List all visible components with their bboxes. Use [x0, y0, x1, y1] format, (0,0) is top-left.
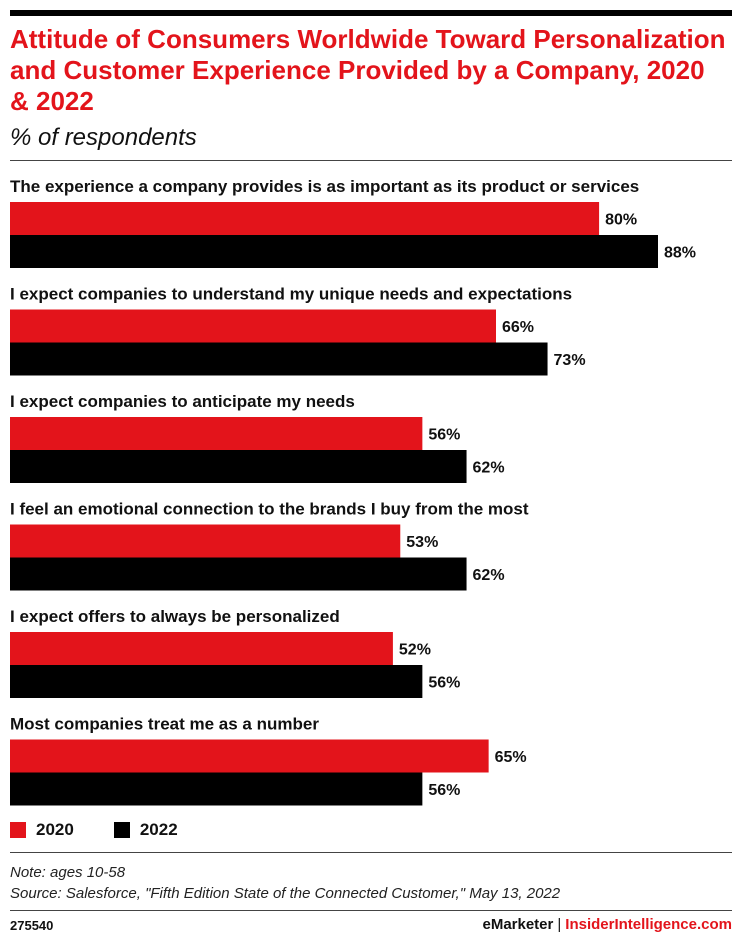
note-text: Note: ages 10-58	[10, 864, 126, 881]
bar-2020-4	[10, 632, 393, 665]
chart-subtitle: % of respondents	[10, 124, 197, 151]
data-label-2020-0: 80%	[605, 212, 637, 229]
legend-item-2022: 2022	[113, 820, 178, 840]
data-label-2020-5: 65%	[495, 749, 527, 766]
brand-insider-intelligence: InsiderIntelligence.com	[565, 916, 732, 933]
data-label-2022-4: 56%	[428, 675, 460, 692]
bar-2022-4	[10, 665, 423, 698]
data-label-2022-3: 62%	[473, 567, 505, 584]
data-label-2022-0: 88%	[664, 245, 696, 262]
footer-rule-bottom	[10, 910, 732, 911]
legend-swatch-2020	[10, 822, 26, 838]
bar-2022-0	[10, 235, 658, 268]
bar-2020-5	[10, 739, 489, 773]
data-label-2022-5: 56%	[428, 782, 460, 799]
bar-2022-5	[10, 772, 423, 806]
category-label: I expect offers to always be personalize…	[10, 607, 340, 626]
header-rule	[10, 160, 732, 161]
category-label: I expect companies to anticipate my need…	[10, 392, 355, 411]
bar-2020-2	[10, 417, 423, 450]
bar-2020-3	[10, 524, 401, 558]
data-label-2020-1: 66%	[502, 319, 534, 336]
legend: 2020 2022	[10, 820, 218, 840]
brand-separator: |	[557, 916, 562, 933]
brand-credit: eMarketer | InsiderIntelligence.com	[482, 916, 732, 933]
top-bar	[10, 10, 732, 16]
category-label: The experience a company provides is as …	[10, 177, 639, 196]
data-label-2020-4: 52%	[399, 642, 431, 659]
legend-label-2020: 2020	[36, 820, 74, 839]
data-label-2020-3: 53%	[406, 534, 438, 551]
source-text: Source: Salesforce, "Fifth Edition State…	[10, 885, 561, 902]
category-label: Most companies treat me as a number	[10, 715, 319, 734]
bar-2022-2	[10, 450, 467, 483]
data-label-2020-2: 56%	[428, 427, 460, 444]
footnote: Note: ages 10-58 Source: Salesforce, "Fi…	[10, 862, 560, 904]
bar-2020-0	[10, 202, 600, 235]
legend-swatch-2022	[113, 822, 130, 838]
category-label: I feel an emotional connection to the br…	[10, 500, 529, 519]
legend-item-2020: 2020	[10, 820, 74, 840]
bar-chart: The experience a company provides is as …	[10, 177, 696, 806]
bar-2020-1	[10, 309, 496, 343]
category-label: I expect companies to understand my uniq…	[10, 285, 572, 304]
bar-2022-1	[10, 342, 548, 376]
data-label-2022-1: 73%	[554, 352, 586, 369]
chart-id: 275540	[10, 918, 54, 933]
data-label-2022-2: 62%	[473, 460, 505, 477]
legend-label-2022: 2022	[139, 820, 178, 839]
chart-title: Attitude of Consumers Worldwide Toward P…	[10, 24, 726, 116]
bar-2022-3	[10, 557, 467, 591]
brand-emarketer: eMarketer	[482, 916, 554, 933]
footer-rule	[10, 852, 732, 853]
